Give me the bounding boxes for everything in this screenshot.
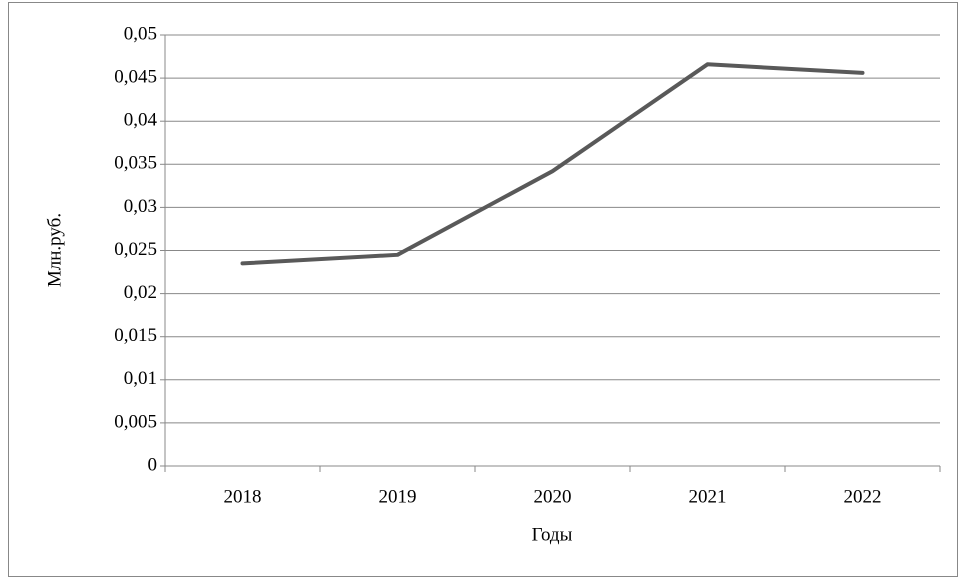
- chart-border: [8, 2, 958, 577]
- y-tick-label: 0,015: [114, 325, 157, 346]
- y-tick-label: 0,01: [124, 368, 157, 389]
- y-tick-label: 0,045: [114, 66, 157, 87]
- x-axis-label: Годы: [532, 524, 573, 545]
- y-tick-label: 0,05: [124, 23, 157, 44]
- y-axis-label: Млн.руб.: [44, 213, 65, 287]
- x-tick-label: 2018: [224, 486, 262, 507]
- series-line: [240, 62, 865, 266]
- y-tick-label: 0,02: [124, 282, 157, 303]
- y-tick-label: 0,04: [124, 110, 158, 131]
- x-tick-label: 2022: [844, 486, 882, 507]
- y-tick-label: 0,03: [124, 196, 157, 217]
- y-tick-label: 0: [148, 454, 158, 475]
- x-tick-label: 2019: [379, 486, 417, 507]
- y-tick-label: 0,025: [114, 239, 157, 260]
- x-tick-label: 2021: [689, 486, 727, 507]
- y-tick-label: 0,005: [114, 411, 157, 432]
- x-tick-label: 2020: [534, 486, 572, 507]
- y-tick-label: 0,035: [114, 153, 157, 174]
